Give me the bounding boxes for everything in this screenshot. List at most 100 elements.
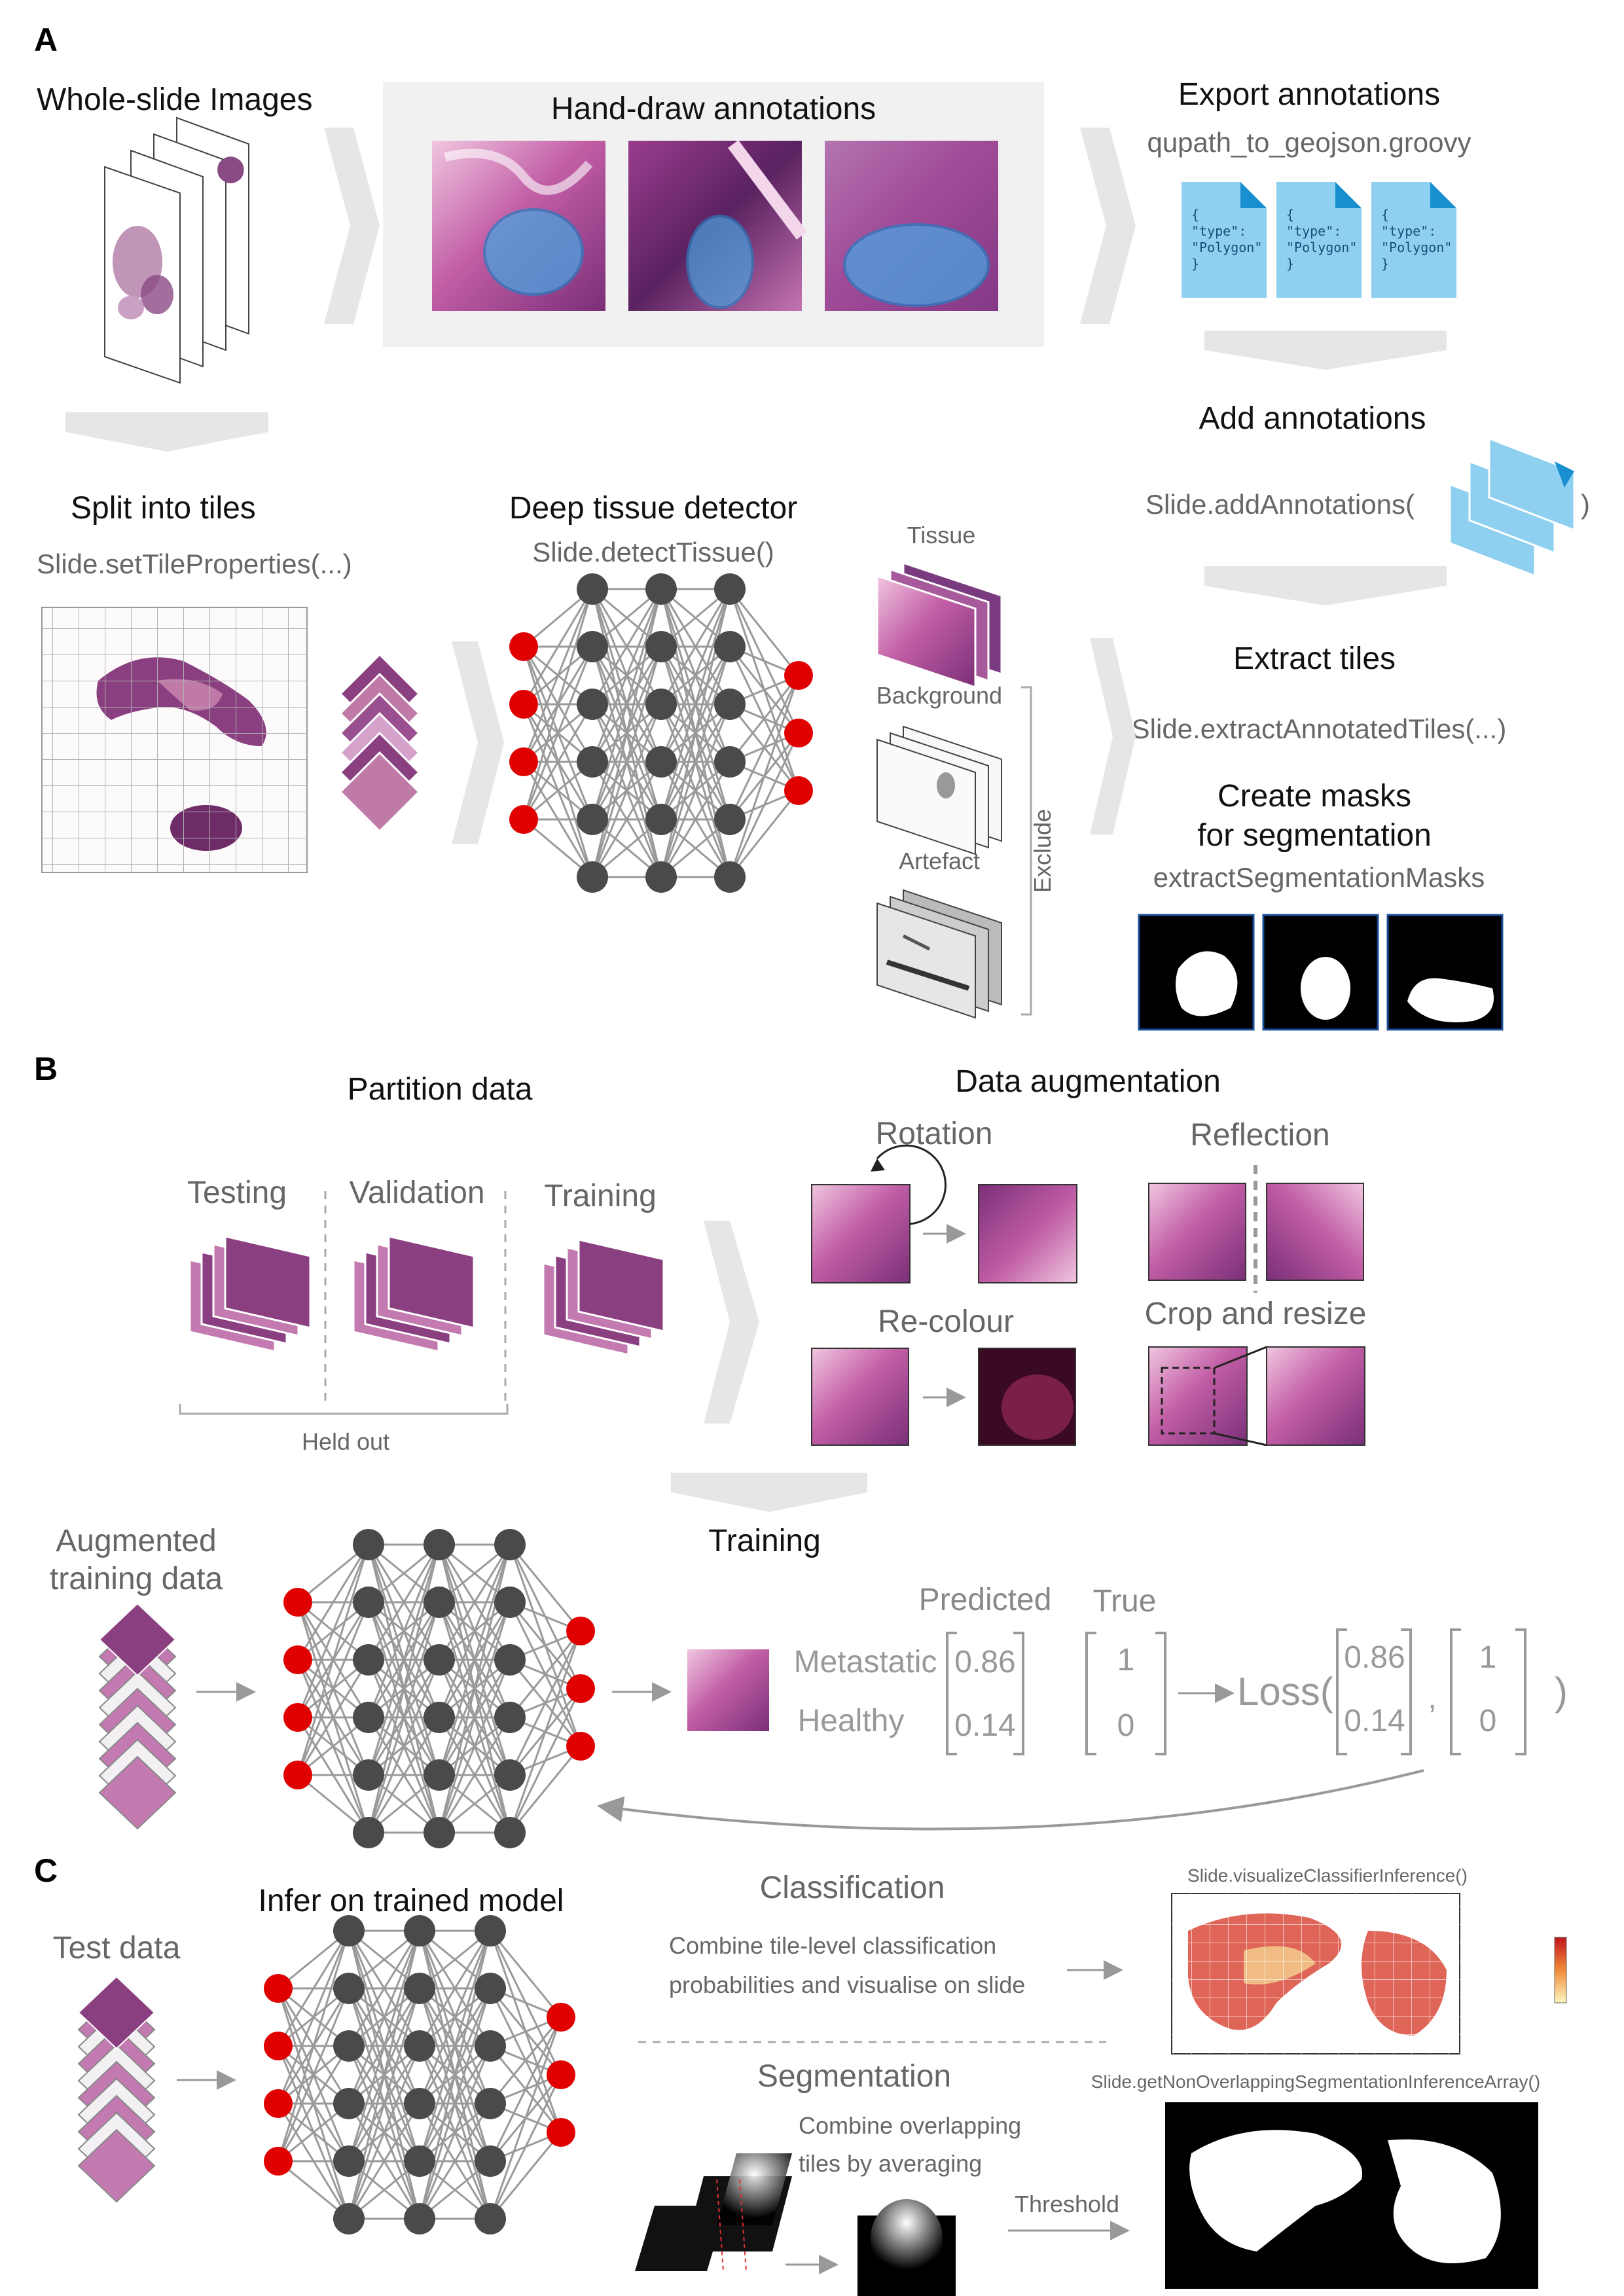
chevron-down-icon	[65, 412, 268, 452]
network-edge	[509, 1630, 582, 1718]
network-edge	[591, 588, 662, 820]
hidden-node	[714, 861, 746, 893]
network-edge	[438, 1717, 511, 1833]
segmentation-label: Segmentation	[757, 2059, 951, 2094]
network-edge	[509, 1630, 582, 1833]
hidden-node	[424, 1587, 455, 1618]
svg-text:}: }	[1286, 256, 1294, 272]
output-tile	[687, 1649, 769, 1731]
panel-label-b: B	[34, 1050, 58, 1087]
network-edge	[489, 2132, 562, 2219]
network-edge	[418, 1988, 492, 2219]
healthy-label: Healthy	[798, 1704, 905, 1738]
network-edge	[297, 1544, 370, 1776]
hidden-node	[424, 1529, 455, 1560]
add-code-close: )	[1581, 489, 1590, 520]
export-code: qupath_to_geojson.groovy	[1147, 127, 1471, 158]
true-value-2: 0	[1117, 1708, 1135, 1743]
hidden-node	[645, 861, 677, 893]
network-edge	[489, 2017, 562, 2219]
hidden-node	[494, 1529, 526, 1560]
network-edge	[729, 732, 800, 878]
document-icon	[1449, 437, 1576, 578]
network-edge	[729, 675, 800, 762]
network-edge	[591, 646, 662, 878]
exclude-label: Exclude	[1029, 809, 1056, 893]
network-edge	[367, 1544, 441, 1718]
network-edge	[591, 761, 662, 878]
network-edge	[418, 1930, 492, 2104]
network-edge	[591, 588, 662, 762]
hidden-node	[353, 1702, 384, 1733]
hidden-node	[404, 1973, 435, 2004]
neural-network-c	[264, 1915, 575, 2234]
svg-text:{: {	[1381, 207, 1389, 223]
svg-text:"Polygon": "Polygon"	[1191, 240, 1262, 255]
network-edge	[489, 2074, 562, 2219]
artefact-tile-stack	[876, 889, 1002, 1019]
hidden-node	[714, 573, 746, 605]
tile-grid-slide	[41, 607, 308, 873]
loss-pred-1: 0.86	[1344, 1640, 1405, 1675]
input-node	[264, 2147, 293, 2176]
input-node	[283, 1761, 312, 1789]
crop-example	[1148, 1346, 1365, 1446]
hidden-node	[424, 1817, 455, 1848]
recolour-label: Re-colour	[878, 1304, 1014, 1339]
slide-blob: ⬤	[216, 154, 245, 183]
network-edge	[438, 1544, 511, 1776]
split-label: Split into tiles	[71, 491, 256, 526]
crop-label: Crop and resize	[1145, 1297, 1367, 1331]
hidden-node	[424, 1759, 455, 1791]
network-edge	[509, 1746, 582, 1833]
detector-code: Slide.detectTissue()	[532, 537, 774, 567]
network-edge	[297, 1659, 370, 1776]
augmented-label-1: Augmented	[56, 1524, 217, 1558]
network-edge	[438, 1602, 511, 1833]
mask-image-1	[1138, 914, 1255, 1031]
panel-label-a: A	[34, 22, 58, 58]
network-edge	[509, 1544, 582, 1632]
network-edge	[660, 588, 731, 705]
masks-code: extractSegmentationMasks	[1153, 862, 1485, 893]
input-node	[283, 1703, 312, 1732]
hidden-node	[577, 804, 608, 835]
hidden-node	[404, 2203, 435, 2234]
network-edge	[522, 588, 594, 705]
input-node	[264, 2032, 293, 2060]
network-edge	[522, 704, 594, 820]
add-code-open: Slide.addAnnotations(	[1146, 489, 1415, 520]
hidden-node	[353, 1644, 384, 1676]
chevron-down-icon	[1204, 331, 1447, 370]
hidden-node	[333, 1973, 365, 2004]
input-node	[264, 1974, 293, 2003]
hidden-node	[475, 2145, 506, 2177]
network-edge	[367, 1544, 441, 1776]
hidden-node	[404, 1915, 435, 1946]
training-tile-stack	[542, 1238, 665, 1356]
predicted-matrix	[946, 1632, 1024, 1755]
artefact-label: Artefact	[899, 848, 980, 874]
annotation-image-2	[628, 140, 807, 311]
loss-true-1: 1	[1479, 1640, 1497, 1675]
whole-slide-label: Whole-slide Images	[37, 82, 313, 117]
input-node	[509, 690, 538, 719]
hidden-node	[494, 1759, 526, 1791]
hidden-node	[353, 1817, 384, 1848]
network-edge	[348, 1930, 421, 2162]
network-edge	[277, 1930, 350, 2104]
hidden-node	[714, 689, 746, 720]
held-out-bracket	[179, 1404, 509, 1415]
classifier-heatmap	[1171, 1893, 1567, 2054]
document-icon: { "type": "Polygon" }	[1182, 182, 1267, 298]
input-node	[283, 1645, 312, 1674]
hidden-node	[494, 1587, 526, 1618]
network-edge	[438, 1659, 511, 1833]
background-tile-stack	[876, 725, 1002, 855]
chevron-down-icon	[671, 1473, 867, 1512]
svg-text:"type":: "type":	[1191, 223, 1246, 239]
chevron-right-icon	[1080, 128, 1136, 324]
chevron-right-icon	[704, 1221, 759, 1424]
hidden-node	[353, 1759, 384, 1791]
